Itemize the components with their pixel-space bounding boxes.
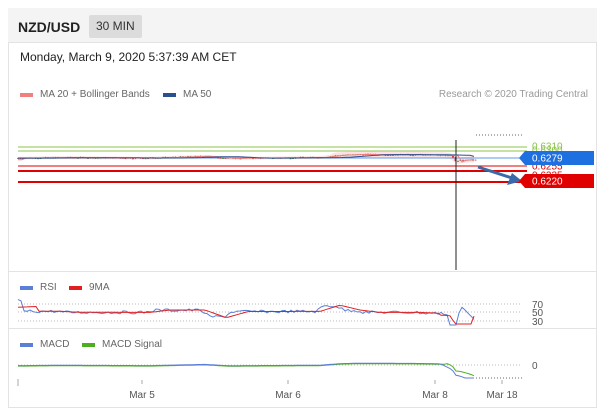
rsi-swatch: [20, 285, 33, 290]
ma20-label: MA 20 + Bollinger Bands: [40, 89, 150, 100]
arrow-shaft: [477, 165, 513, 180]
x-tick-label: Mar 8: [422, 390, 448, 401]
legend-macd: MACD: [20, 339, 69, 350]
level-label-0.6220: 0.6220: [532, 177, 563, 188]
timeframe-button[interactable]: 30 MIN: [89, 15, 142, 38]
arrow-head: [507, 173, 522, 185]
candle-body: [77, 158, 79, 159]
candle-body: [22, 158, 24, 160]
candle-body: [124, 158, 127, 160]
current-price-label-pointer: [519, 151, 525, 165]
candle-body: [87, 158, 89, 159]
timestamp: Monday, March 9, 2020 5:37:39 AM CET: [20, 50, 237, 64]
ma50-swatch: [163, 92, 176, 97]
macd-panel: 0: [18, 361, 538, 379]
candle-body: [472, 159, 474, 161]
candle-body: [222, 158, 224, 159]
legend-rsi: RSI: [20, 282, 57, 293]
credit: Research © 2020 Trading Central: [438, 89, 588, 100]
candle-body: [289, 158, 292, 160]
candle-body: [384, 155, 387, 156]
rsi-label: RSI: [40, 282, 57, 293]
legend-ma50: MA 50: [163, 89, 211, 100]
macd-tick-0: 0: [532, 361, 538, 372]
price-levels: [18, 134, 527, 183]
forecast-arrow: [477, 165, 522, 185]
x-tick-label: Mar 5: [129, 390, 155, 401]
candle-body: [334, 155, 337, 157]
candle-body: [452, 155, 454, 158]
level-label-0.6220-bg: [525, 174, 594, 188]
level-label-0.6310: 0.6310: [532, 142, 563, 153]
candle-body: [239, 158, 242, 160]
candle-body: [392, 155, 394, 156]
ma50-line: [18, 154, 475, 159]
ma9-swatch: [69, 285, 82, 290]
ma50-label: MA 50: [183, 89, 212, 100]
level-label-0.6220-pointer: [519, 174, 525, 188]
candle-body: [252, 158, 254, 160]
candle-body: [457, 160, 459, 162]
candle-body: [389, 155, 392, 156]
candle-body: [409, 155, 412, 156]
candle-body: [394, 154, 397, 156]
x-tick-label: Mar 6: [275, 390, 301, 401]
current-price-label-bg: [525, 151, 594, 165]
x-axis: Mar 5 Mar 6 Mar 8 Mar 18: [17, 379, 518, 401]
macd-swatch: [20, 342, 33, 347]
legend-macd-signal: MACD Signal: [82, 339, 162, 350]
ma9-label: 9MA: [89, 282, 110, 293]
current-price-label: 0.6279: [532, 154, 563, 165]
candle-body: [292, 158, 294, 159]
rsi-tick-50: 50: [532, 308, 544, 319]
divider-rsi: [8, 271, 597, 272]
rsi-tick-30: 30: [532, 317, 544, 328]
candle-body: [94, 157, 97, 159]
candle-body: [412, 155, 414, 157]
candle-body: [397, 154, 399, 156]
divider-macd: [8, 328, 597, 329]
rsi-9ma-line: [17, 304, 475, 325]
level-label-0.6255: 0.6255: [532, 162, 563, 173]
x-tick-label: Mar 18: [486, 390, 518, 401]
currency-pair: NZD/USD: [18, 19, 81, 35]
candle-body: [142, 158, 144, 159]
moving-averages: [18, 153, 475, 163]
candle-body: [224, 158, 227, 159]
candle-body: [144, 158, 147, 160]
macd-signal-label: MACD Signal: [102, 339, 163, 350]
macd-label: MACD: [40, 339, 70, 350]
candle-body: [219, 157, 222, 159]
candle-body: [474, 159, 477, 161]
candle-body: [132, 158, 134, 160]
candle-body: [217, 157, 219, 159]
candle-body: [462, 159, 464, 161]
candle-body: [37, 158, 39, 160]
rsi-tick-70: 70: [532, 300, 544, 311]
legend-9ma: 9MA: [69, 282, 110, 293]
legend-ma20: MA 20 + Bollinger Bands: [20, 89, 150, 100]
ma20-swatch: [20, 92, 33, 97]
macd-line: [18, 362, 474, 379]
macd-signal-swatch: [82, 342, 95, 347]
candle-body: [387, 155, 389, 156]
